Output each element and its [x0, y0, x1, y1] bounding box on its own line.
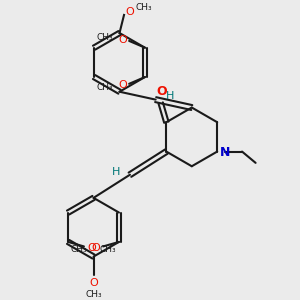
Text: O: O: [87, 243, 96, 253]
Text: O: O: [125, 7, 134, 16]
Text: O: O: [157, 85, 167, 98]
Text: H: H: [111, 167, 120, 178]
Text: CH₃: CH₃: [135, 2, 152, 11]
Text: O: O: [89, 278, 98, 288]
Text: CH₃: CH₃: [85, 290, 102, 299]
Text: CH₃: CH₃: [97, 83, 113, 92]
Text: O: O: [118, 35, 127, 45]
Text: N: N: [220, 146, 230, 159]
Text: O: O: [118, 80, 127, 90]
Text: CH₃: CH₃: [71, 245, 87, 254]
Text: CH₃: CH₃: [100, 245, 116, 254]
Text: H: H: [166, 91, 174, 101]
Text: O: O: [91, 243, 100, 253]
Text: CH₃: CH₃: [97, 33, 113, 42]
